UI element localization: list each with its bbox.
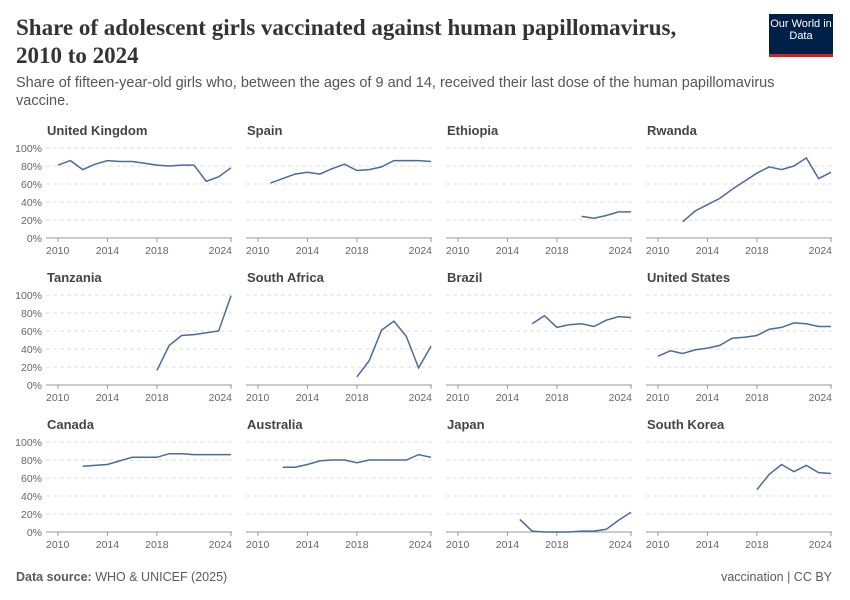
x-tick-label: 2018 xyxy=(745,245,769,257)
y-tick-label: 0% xyxy=(27,380,42,392)
y-tick-label: 60% xyxy=(21,326,42,338)
line xyxy=(57,159,232,183)
line xyxy=(657,322,831,357)
y-tick-label: 40% xyxy=(21,344,42,356)
y-tick-label: 0% xyxy=(27,527,42,539)
y-tick-label: 20% xyxy=(21,362,42,374)
x-tick-label: 2014 xyxy=(696,392,720,404)
logo[interactable]: Our World in Data xyxy=(769,14,833,57)
x-tick-label: 2018 xyxy=(345,392,369,404)
x-tick-label: 2018 xyxy=(745,539,769,551)
x-tick-label: 2018 xyxy=(545,245,569,257)
title: Share of adolescent girls vaccinated aga… xyxy=(16,15,677,68)
panel-title: Tanzania xyxy=(47,270,102,285)
x-tick-label: 2018 xyxy=(145,392,169,404)
x-tick-label: 2014 xyxy=(296,539,320,551)
panel-title: Japan xyxy=(447,417,485,432)
x-tick-label: 2024 xyxy=(609,392,633,404)
y-tick-label: 80% xyxy=(21,455,42,467)
x-tick-label: 2010 xyxy=(446,392,470,404)
x-tick-label: 2010 xyxy=(646,245,670,257)
x-tick-label: 2018 xyxy=(545,539,569,551)
x-tick-label: 2024 xyxy=(209,245,233,257)
y-tick-label: 80% xyxy=(21,308,42,320)
panel-title: Rwanda xyxy=(647,123,698,138)
x-tick-label: 2010 xyxy=(46,392,70,404)
x-tick-label: 2024 xyxy=(609,539,633,551)
x-tick-label: 2010 xyxy=(246,245,270,257)
x-tick-label: 2024 xyxy=(809,392,833,404)
x-tick-label: 2024 xyxy=(409,392,433,404)
x-tick-label: 2014 xyxy=(696,539,720,551)
x-tick-label: 2024 xyxy=(809,539,833,551)
x-tick-label: 2024 xyxy=(609,245,633,257)
line xyxy=(519,511,632,533)
line xyxy=(82,452,231,468)
source-label: Data source: xyxy=(16,570,92,584)
x-tick-label: 2014 xyxy=(96,245,120,257)
y-tick-label: 40% xyxy=(21,491,42,503)
x-tick-label: 2018 xyxy=(145,245,169,257)
y-tick-label: 100% xyxy=(15,437,42,449)
x-tick-label: 2014 xyxy=(496,392,520,404)
panel-title: Australia xyxy=(247,417,303,432)
x-tick-label: 2014 xyxy=(496,245,520,257)
line xyxy=(581,211,631,219)
source: Data source: WHO & UNICEF (2025) xyxy=(16,570,227,584)
line xyxy=(270,159,432,184)
x-tick-label: 2010 xyxy=(646,392,670,404)
x-tick-label: 2024 xyxy=(409,539,433,551)
panel-title: South Korea xyxy=(647,417,725,432)
line xyxy=(531,314,632,329)
x-tick-label: 2014 xyxy=(96,539,120,551)
x-tick-label: 2014 xyxy=(696,245,720,257)
x-tick-label: 2024 xyxy=(209,539,233,551)
panel-title: United Kingdom xyxy=(47,123,147,138)
y-tick-label: 40% xyxy=(21,197,42,209)
line xyxy=(282,453,432,468)
line xyxy=(356,320,432,378)
y-tick-label: 100% xyxy=(15,290,42,302)
x-tick-label: 2024 xyxy=(409,245,433,257)
x-tick-label: 2010 xyxy=(46,245,70,257)
y-tick-label: 100% xyxy=(15,143,42,155)
x-tick-label: 2018 xyxy=(745,392,769,404)
x-tick-label: 2014 xyxy=(496,539,520,551)
panel-title: Spain xyxy=(247,123,282,138)
line xyxy=(156,295,232,371)
line xyxy=(756,463,832,491)
x-tick-label: 2018 xyxy=(345,245,369,257)
x-tick-label: 2010 xyxy=(246,392,270,404)
panel-title: South Africa xyxy=(247,270,325,285)
panel-title: Ethiopia xyxy=(447,123,499,138)
x-tick-label: 2014 xyxy=(296,245,320,257)
panel-title: United States xyxy=(647,270,730,285)
y-tick-label: 60% xyxy=(21,179,42,191)
x-tick-label: 2024 xyxy=(209,392,233,404)
x-tick-label: 2018 xyxy=(145,539,169,551)
y-tick-label: 20% xyxy=(21,509,42,521)
x-tick-label: 2010 xyxy=(446,539,470,551)
x-tick-label: 2010 xyxy=(46,539,70,551)
y-tick-label: 80% xyxy=(21,161,42,173)
chart: United Kingdom 0% 20% 40% 60% 80% 100% 2010 2014… xyxy=(15,123,833,551)
x-tick-label: 2010 xyxy=(646,539,670,551)
y-tick-label: 0% xyxy=(27,233,42,245)
y-tick-label: 60% xyxy=(21,473,42,485)
x-tick-label: 2014 xyxy=(296,392,320,404)
y-tick-label: 20% xyxy=(21,215,42,227)
panel-title: Canada xyxy=(47,417,95,432)
x-tick-label: 2018 xyxy=(545,392,569,404)
subtitle: Share of fifteen-year-old girls who, bet… xyxy=(16,75,775,109)
x-tick-label: 2010 xyxy=(246,539,270,551)
x-tick-label: 2024 xyxy=(809,245,833,257)
panel-title: Brazil xyxy=(447,270,482,285)
x-tick-label: 2014 xyxy=(96,392,120,404)
x-tick-label: 2010 xyxy=(446,245,470,257)
line xyxy=(682,156,832,223)
source-text: WHO & UNICEF (2025) xyxy=(95,570,228,584)
license: vaccination | CC BY xyxy=(721,570,832,584)
x-tick-label: 2018 xyxy=(345,539,369,551)
